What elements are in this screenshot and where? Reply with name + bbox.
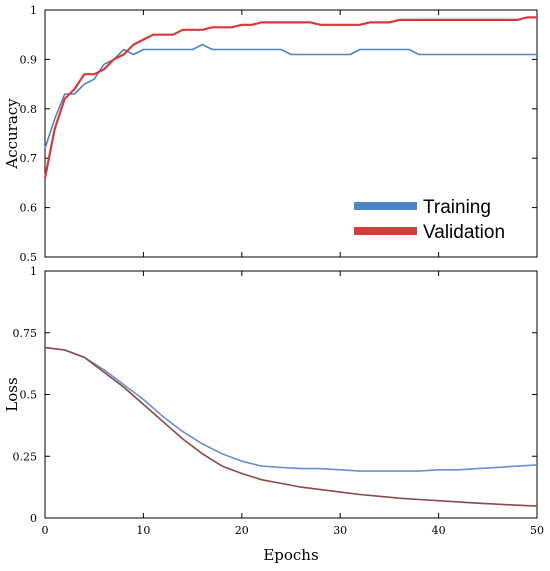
- x-axis-label: Epochs: [263, 546, 318, 564]
- x-tick-label: 50: [530, 524, 544, 537]
- y-tick-label: 0.6: [20, 202, 38, 215]
- y-tick-label: 1: [30, 4, 37, 17]
- legend: Training Validation: [354, 197, 505, 243]
- y-axis-label: Loss: [3, 377, 21, 411]
- y-tick-label: 0.5: [20, 251, 38, 264]
- y-tick-label: 0: [30, 512, 37, 525]
- y-tick-label: 0.8: [20, 103, 38, 116]
- plot-frame: [44, 270, 538, 519]
- x-tick-label: 40: [432, 524, 446, 537]
- y-tick-label: 0.25: [13, 450, 38, 463]
- y-axis-label: Accuracy: [3, 98, 21, 170]
- y-tick-label: 0.9: [20, 53, 38, 66]
- legend-label-training: Training: [423, 197, 491, 218]
- x-tick-label: 30: [333, 524, 347, 537]
- validation-series-line: [43, 16, 537, 179]
- series-2-line: [44, 346, 538, 507]
- y-tick-label: 1: [30, 265, 37, 278]
- y-tick-label: 0.75: [13, 327, 38, 340]
- training-series-line: [44, 43, 537, 149]
- legend-swatch-training: [354, 202, 417, 210]
- accuracy-panel: 0.5 0.6 0.7 0.8 0.9 1 Accuracy Training Validati…: [3, 4, 538, 264]
- loss-panel: 0 10 20 30 40 50 0 0.25 0.5 0.75 1 Loss Epochs: [3, 265, 544, 564]
- legend-swatch-validation: [354, 227, 417, 235]
- legend-label-validation: Validation: [423, 222, 505, 243]
- x-tick-label: 10: [136, 524, 150, 537]
- x-tick-label: 0: [42, 524, 49, 537]
- plot-frame: [44, 9, 538, 258]
- y-tick-label: 0.7: [20, 152, 38, 165]
- series-1-line: [44, 346, 538, 472]
- y-tick-label: 0.5: [20, 389, 38, 402]
- x-tick-label: 20: [235, 524, 249, 537]
